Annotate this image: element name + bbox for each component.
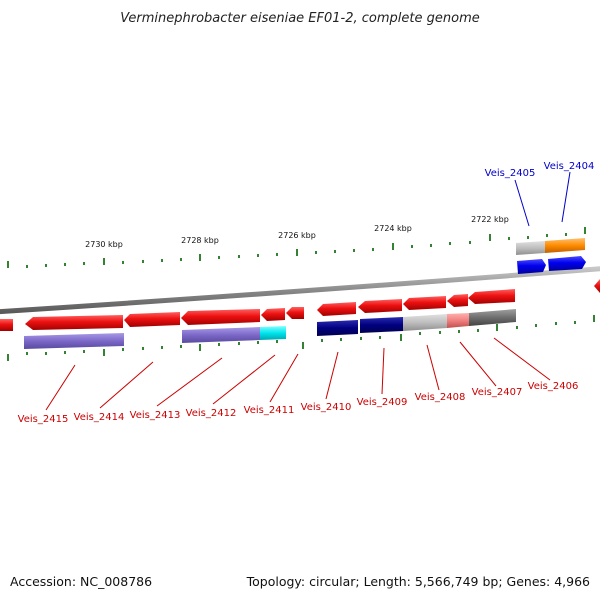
gene-veis-2412-arrow[interactable] xyxy=(261,308,285,321)
scale-label-2730: 2730 kbp xyxy=(85,240,123,249)
gene-veis-2406-arrow[interactable] xyxy=(468,289,515,304)
gene-label-veis-2415[interactable]: Veis_2415 xyxy=(18,414,69,425)
gene-label-veis-2404[interactable]: Veis_2404 xyxy=(544,161,595,172)
gene-veis-2413-arrow[interactable] xyxy=(181,309,260,325)
cog-bar-2404 xyxy=(545,238,585,253)
gene-label-veis-2406[interactable]: Veis_2406 xyxy=(528,381,579,392)
cog-bar-2405 xyxy=(516,241,545,255)
leader-lines-top xyxy=(514,171,571,227)
scale-label-2722: 2722 kbp xyxy=(471,215,509,224)
reverse-strand-genes xyxy=(0,289,515,331)
cog-bar-2415 xyxy=(24,333,124,349)
cog-bars-reverse xyxy=(24,309,516,349)
gene-label-veis-2411[interactable]: Veis_2411 xyxy=(244,405,295,416)
scale-label-2724: 2724 kbp xyxy=(374,224,412,233)
gene-label-veis-2408[interactable]: Veis_2408 xyxy=(415,392,466,403)
upper-tick-marks xyxy=(7,227,586,268)
gene-label-veis-2407[interactable]: Veis_2407 xyxy=(472,387,523,398)
scale-label-2728: 2728 kbp xyxy=(181,236,219,245)
gene-veis-2408-arrow[interactable] xyxy=(403,296,446,310)
gene-veis-2407-arrow[interactable] xyxy=(447,294,468,307)
gene-label-veis-2409[interactable]: Veis_2409 xyxy=(357,397,408,408)
gene-partial-left-arrow[interactable] xyxy=(0,319,13,331)
lower-tick-marks xyxy=(7,315,595,361)
cog-bar-2406 xyxy=(469,309,516,326)
gene-label-veis-2414[interactable]: Veis_2414 xyxy=(74,412,125,423)
scale-label-2726: 2726 kbp xyxy=(278,231,316,240)
gene-label-veis-2412[interactable]: Veis_2412 xyxy=(186,408,237,419)
cog-bar-2409 xyxy=(360,317,403,333)
genome-title: Verminephrobacter eiseniae EF01-2, compl… xyxy=(120,11,479,26)
gene-label-veis-2405[interactable]: Veis_2405 xyxy=(485,168,536,179)
cog-bar-2407 xyxy=(447,313,469,328)
gene-veis-2415-arrow[interactable] xyxy=(25,315,123,330)
gene-veis-2411-arrow[interactable] xyxy=(286,307,304,319)
genome-summary-text: Topology: circular; Length: 5,566,749 bp… xyxy=(246,574,590,589)
gene-label-veis-2413[interactable]: Veis_2413 xyxy=(130,410,181,421)
gene-veis-2404-arrow[interactable] xyxy=(548,256,586,271)
cog-bar-2410 xyxy=(317,320,358,336)
gene-edge-arrow[interactable] xyxy=(594,279,600,293)
genome-backbone xyxy=(0,266,600,315)
cog-bar-2411 xyxy=(260,326,286,340)
gene-label-veis-2410[interactable]: Veis_2410 xyxy=(301,402,352,413)
leader-lines-bottom xyxy=(45,337,551,411)
gene-veis-2414-arrow[interactable] xyxy=(124,312,180,327)
gene-veis-2409-arrow[interactable] xyxy=(358,299,402,313)
forward-strand-genes xyxy=(516,238,600,293)
cog-bar-2412 xyxy=(182,327,260,343)
gene-veis-2410-arrow[interactable] xyxy=(317,302,356,316)
cog-bar-2408 xyxy=(403,314,447,331)
gene-veis-2405-arrow[interactable] xyxy=(517,259,546,274)
accession-text: Accession: NC_008786 xyxy=(10,574,152,589)
